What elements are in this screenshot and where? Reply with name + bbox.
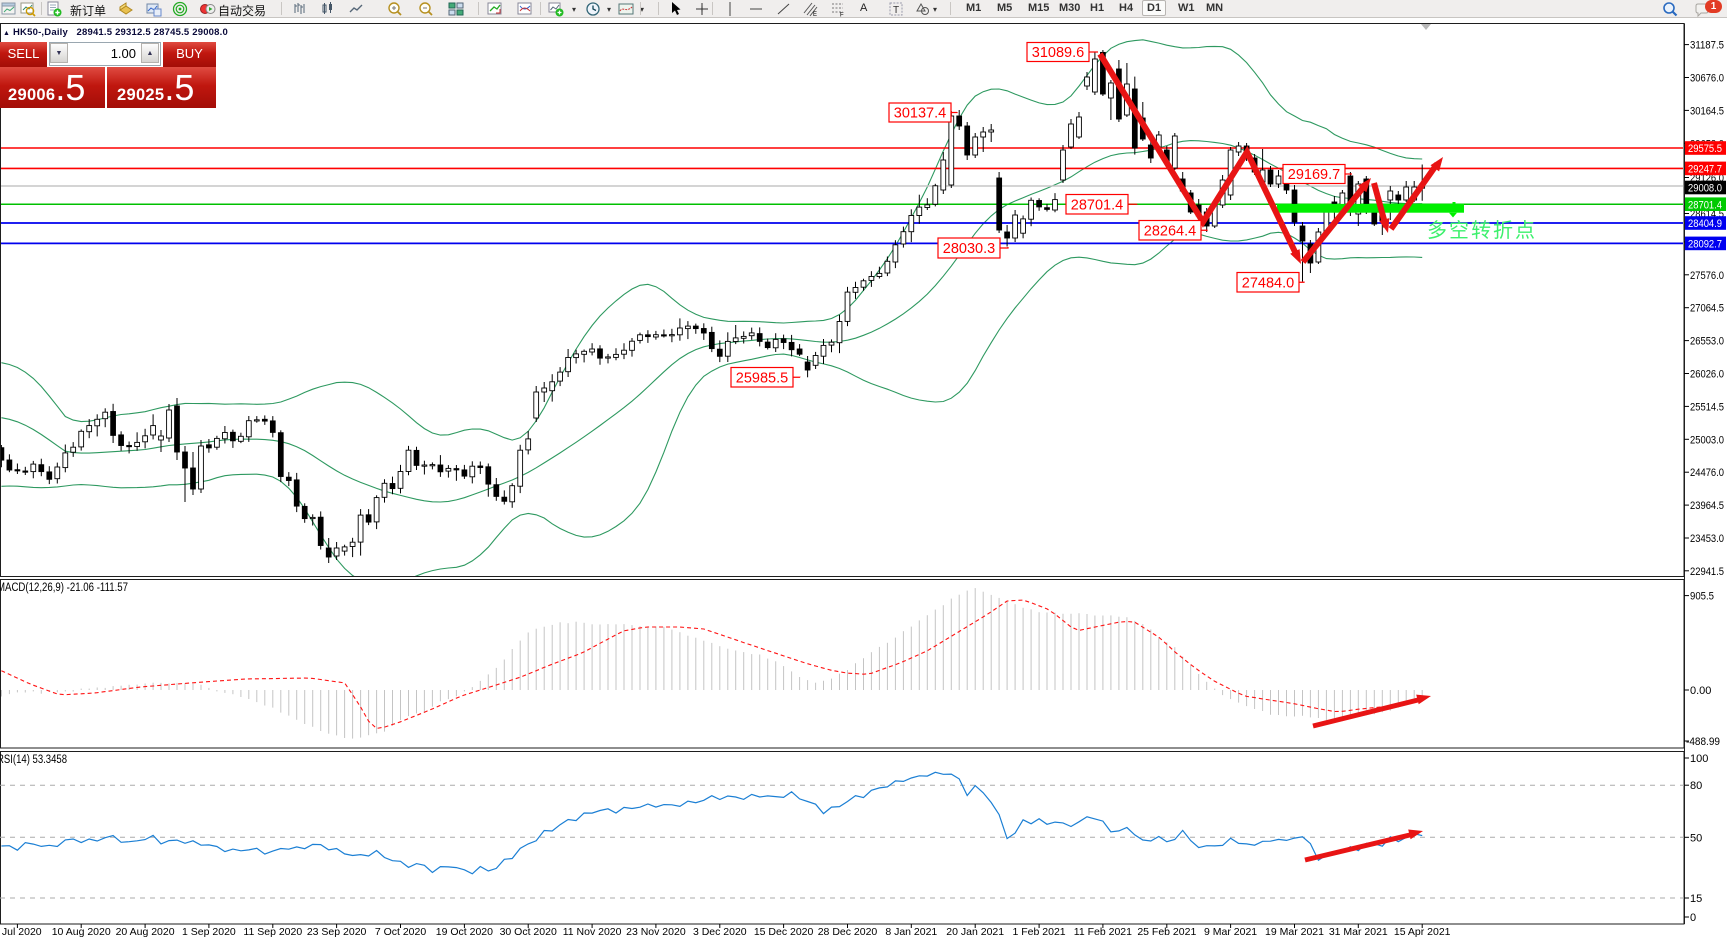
svg-text:29169.7: 29169.7 (1288, 167, 1340, 183)
svg-text:15: 15 (1690, 893, 1702, 905)
svg-text:23 Sep 2020: 23 Sep 2020 (307, 926, 367, 938)
svg-text:30676.0: 30676.0 (1690, 73, 1724, 85)
svg-text:19 Oct 2020: 19 Oct 2020 (436, 926, 493, 938)
svg-text:15 Apr 2021: 15 Apr 2021 (1394, 926, 1451, 938)
svg-text:29575.5: 29575.5 (1688, 143, 1722, 155)
svg-text:27484.0: 27484.0 (1242, 275, 1294, 291)
svg-text:31089.6: 31089.6 (1032, 45, 1084, 61)
svg-text:27064.5: 27064.5 (1690, 303, 1724, 315)
svg-text:-488.99: -488.99 (1686, 736, 1720, 748)
svg-text:28030.3: 28030.3 (943, 241, 995, 257)
svg-text:27576.0: 27576.0 (1690, 270, 1724, 282)
svg-text:1 Feb 2021: 1 Feb 2021 (1013, 926, 1066, 938)
svg-text:25985.5: 25985.5 (736, 370, 788, 386)
svg-text:31187.5: 31187.5 (1690, 40, 1724, 52)
svg-text:30 Oct 2020: 30 Oct 2020 (500, 926, 557, 938)
svg-text:28092.7: 28092.7 (1688, 239, 1722, 251)
svg-text:905.5: 905.5 (1690, 591, 1714, 603)
svg-text:25514.5: 25514.5 (1690, 401, 1724, 413)
svg-text:MACD(12,26,9) -21.06 -111.57: MACD(12,26,9) -21.06 -111.57 (0, 582, 128, 594)
svg-text:0.00: 0.00 (1690, 685, 1711, 697)
svg-text:19 Mar 2021: 19 Mar 2021 (1265, 926, 1324, 938)
svg-text:100: 100 (1690, 753, 1708, 765)
svg-text:多空转折点: 多空转折点 (1427, 219, 1537, 242)
svg-text:20 Jan 2021: 20 Jan 2021 (946, 926, 1004, 938)
svg-text:22941.5: 22941.5 (1690, 566, 1724, 578)
svg-text:28701.4: 28701.4 (1688, 199, 1722, 211)
svg-text:11 Sep 2020: 11 Sep 2020 (243, 926, 302, 938)
svg-text:9 Jul 2020: 9 Jul 2020 (0, 926, 42, 938)
svg-text:20 Aug 2020: 20 Aug 2020 (116, 926, 175, 938)
svg-text:15 Dec 2020: 15 Dec 2020 (754, 926, 814, 938)
svg-text:28701.4: 28701.4 (1071, 197, 1123, 213)
svg-text:T: T (893, 5, 899, 16)
svg-text:24476.0: 24476.0 (1690, 467, 1724, 479)
svg-text:25 Feb 2021: 25 Feb 2021 (1137, 926, 1196, 938)
svg-text:26553.0: 26553.0 (1690, 336, 1724, 348)
svg-text:26026.0: 26026.0 (1690, 369, 1724, 381)
svg-text:7 Oct 2020: 7 Oct 2020 (375, 926, 427, 938)
svg-text:30164.5: 30164.5 (1690, 105, 1724, 117)
svg-text:8 Jan 2021: 8 Jan 2021 (885, 926, 937, 938)
svg-text:11 Nov 2020: 11 Nov 2020 (563, 926, 622, 938)
svg-text:28264.4: 28264.4 (1144, 223, 1196, 239)
svg-text:11 Feb 2021: 11 Feb 2021 (1074, 926, 1132, 938)
svg-text:80: 80 (1690, 780, 1702, 792)
svg-text:29008.0: 29008.0 (1688, 183, 1722, 195)
svg-text:F: F (840, 13, 844, 18)
svg-text:23964.5: 23964.5 (1690, 500, 1724, 512)
svg-text:1 Sep 2020: 1 Sep 2020 (182, 926, 236, 938)
svg-text:31 Mar 2021: 31 Mar 2021 (1329, 926, 1388, 938)
svg-text:0: 0 (1690, 912, 1696, 924)
svg-text:23453.0: 23453.0 (1690, 533, 1724, 545)
svg-text:3 Dec 2020: 3 Dec 2020 (693, 926, 747, 938)
svg-text:10 Aug 2020: 10 Aug 2020 (52, 926, 111, 938)
svg-text:50: 50 (1690, 832, 1702, 844)
svg-text:9 Mar 2021: 9 Mar 2021 (1204, 926, 1257, 938)
svg-text:29247.7: 29247.7 (1688, 164, 1722, 176)
svg-text:25003.0: 25003.0 (1690, 434, 1724, 446)
svg-text:28 Dec 2020: 28 Dec 2020 (818, 926, 878, 938)
svg-text:23 Nov 2020: 23 Nov 2020 (626, 926, 686, 938)
svg-text:28404.9: 28404.9 (1688, 218, 1722, 230)
svg-text:E: E (813, 12, 817, 17)
svg-text:RSI(14) 53.3458: RSI(14) 53.3458 (0, 754, 67, 766)
svg-text:30137.4: 30137.4 (894, 106, 946, 122)
